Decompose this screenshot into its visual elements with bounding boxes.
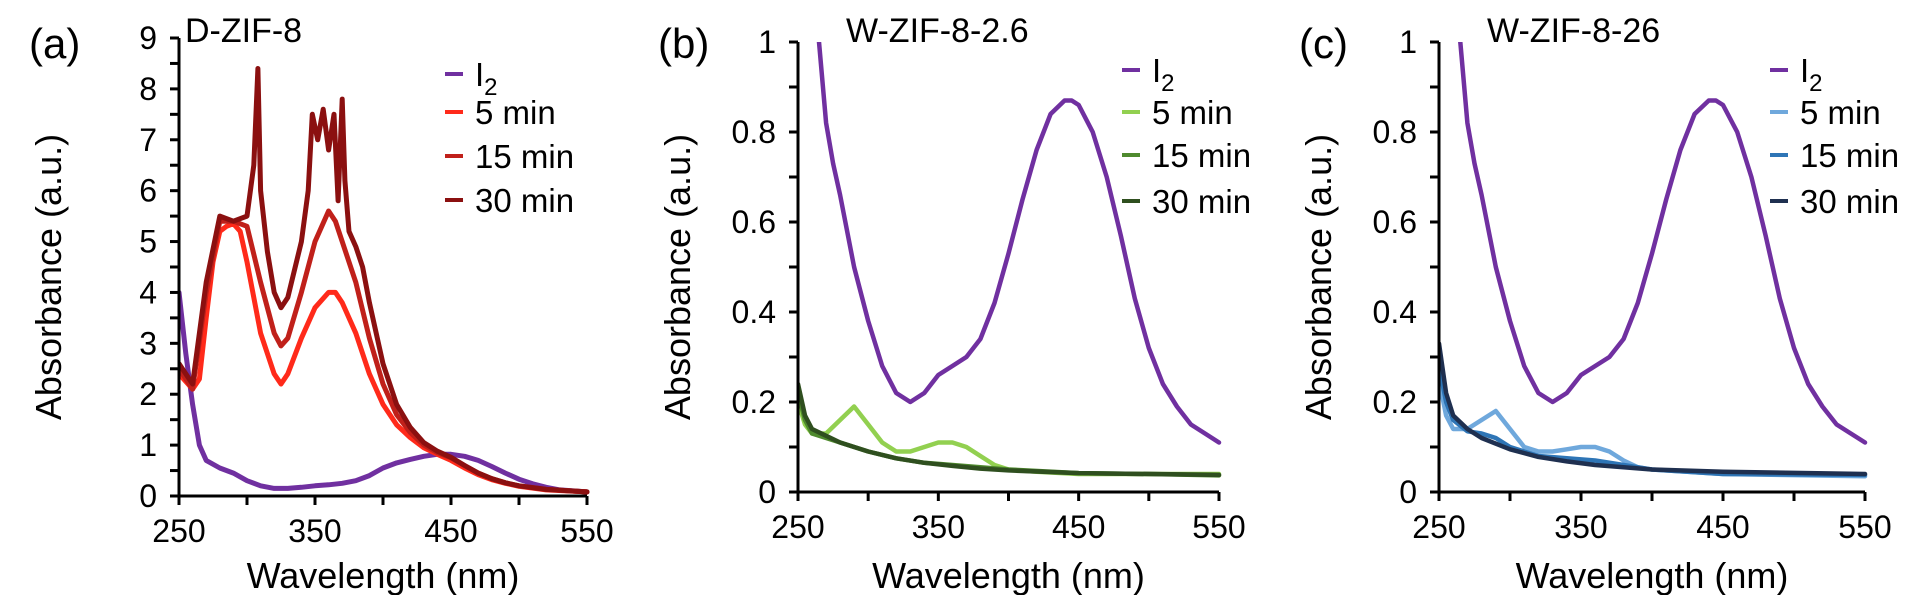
legend-label-subscript: 2	[1161, 70, 1174, 97]
legend-label: 5 min	[1800, 94, 1881, 131]
y-tick-label: 2	[139, 376, 157, 412]
legend: I25 min 15 min 30 min	[445, 56, 574, 219]
legend-label: 15 min	[1152, 137, 1251, 174]
series-line-15-min	[179, 208, 590, 495]
x-tick-label: 550	[1192, 509, 1245, 545]
legend: I25 min 15 min 30 min	[1122, 52, 1251, 220]
x-tick-label: 550	[560, 513, 613, 549]
legend-label: I2	[1800, 52, 1823, 97]
legend-label: 30 min	[1152, 183, 1251, 220]
legend-label-subscript: 2	[484, 74, 497, 101]
x-tick-label: 250	[152, 513, 205, 549]
panel-title: W-ZIF-8-26	[1487, 12, 1660, 50]
y-tick-label: 0.2	[1373, 384, 1417, 420]
series-line-5-min	[1439, 377, 1868, 479]
y-tick-label: 1	[758, 24, 776, 60]
legend-label: 5 min	[475, 94, 556, 131]
series-line-5-min	[798, 399, 1222, 477]
y-tick-label: 0	[758, 474, 776, 510]
y-tick-label: 0	[139, 478, 157, 514]
panel-label: (a)	[29, 20, 80, 67]
legend-label: I2	[1152, 52, 1175, 97]
legend-label: 15 min	[1800, 137, 1899, 174]
x-tick-label: 350	[1554, 509, 1607, 545]
y-tick-label: 0.4	[732, 294, 776, 330]
legend-label: I2	[475, 56, 498, 101]
chart-panel-a: 250 350 450 550 0 1 2 3 4 5 6 7 8 9 Wavelength (nm) Abs…	[28, 12, 614, 595]
x-tick-label: 450	[424, 513, 477, 549]
legend-label-main: I	[1800, 52, 1809, 89]
y-axis-title: Absorbance (a.u.)	[28, 134, 69, 420]
panel-label: (b)	[658, 20, 709, 67]
x-axis-title: Wavelength (nm)	[247, 555, 520, 595]
series-line-i2	[1458, 42, 1868, 445]
y-tick-label: 0.6	[1373, 204, 1417, 240]
legend-label: 30 min	[1800, 183, 1899, 220]
legend: I25 min 15 min 30 min	[1770, 52, 1899, 220]
y-tick-label: 9	[139, 20, 157, 56]
y-tick-label: 0.6	[732, 204, 776, 240]
x-tick-label: 450	[1696, 509, 1749, 545]
legend-label-subscript: 2	[1809, 70, 1822, 97]
y-axis-title: Absorbance (a.u.)	[657, 134, 698, 420]
series-line-i2	[179, 289, 590, 495]
y-tick-label: 6	[139, 173, 157, 209]
y-tick-label: 3	[139, 325, 157, 361]
x-tick-label: 350	[912, 509, 965, 545]
x-axis-title: Wavelength (nm)	[1516, 555, 1789, 595]
series-line-30-min	[1439, 341, 1868, 477]
y-tick-label: 0.8	[732, 114, 776, 150]
x-axis-title: Wavelength (nm)	[872, 555, 1145, 595]
legend-label: 30 min	[475, 182, 574, 219]
legend-label: 5 min	[1152, 94, 1233, 131]
panel-title: W-ZIF-8-2.6	[846, 12, 1029, 50]
panel-title: D-ZIF-8	[185, 12, 302, 50]
y-tick-label: 8	[139, 71, 157, 107]
panel-label: (c)	[1299, 20, 1348, 67]
y-tick-label: 1	[1399, 24, 1417, 60]
x-tick-label: 550	[1838, 509, 1891, 545]
x-tick-label: 250	[1412, 509, 1465, 545]
y-tick-label: 0.2	[732, 384, 776, 420]
y-axis-title: Absorbance (a.u.)	[1298, 134, 1339, 420]
series-line-15-min	[798, 390, 1222, 478]
chart-panel-b: 250 350 450 550 0 0.2 0.4 0.6 0.8 1 Wavelength (nm…	[657, 12, 1251, 595]
y-tick-label: 0.8	[1373, 114, 1417, 150]
series-line-30-min	[179, 66, 590, 495]
y-tick-label: 0	[1399, 474, 1417, 510]
legend-label-main: I	[475, 56, 484, 93]
y-tick-label: 1	[139, 427, 157, 463]
legend-label-main: I	[1152, 52, 1161, 89]
series-line-i2	[816, 42, 1222, 445]
chart-panel-c: 250 350 450 550 0 0.2 0.4 0.6 0.8 1 Wavelength (nm…	[1298, 12, 1899, 595]
y-tick-label: 0.4	[1373, 294, 1417, 330]
x-tick-label: 250	[771, 509, 824, 545]
y-tick-label: 5	[139, 224, 157, 260]
series-line-30-min	[798, 381, 1222, 478]
y-tick-label: 4	[139, 274, 157, 310]
legend-label: 15 min	[475, 138, 574, 175]
x-tick-label: 350	[288, 513, 341, 549]
x-tick-label: 450	[1052, 509, 1105, 545]
y-tick-label: 7	[139, 122, 157, 158]
